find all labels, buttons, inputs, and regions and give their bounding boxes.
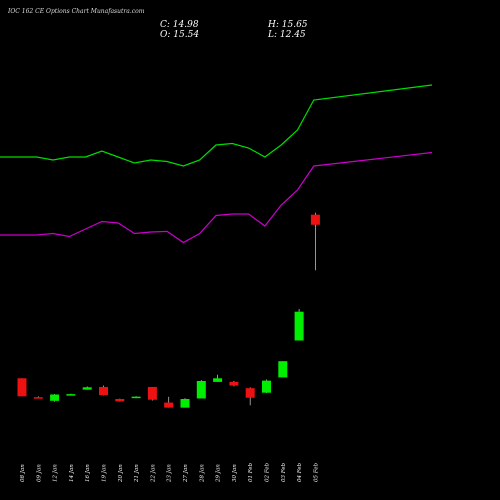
- candle-body: [213, 378, 223, 382]
- low-readout: L: 12.45: [268, 30, 306, 40]
- candle-body: [147, 386, 157, 400]
- x-axis-ticks: 08 Jan 09 Jan 12 Jan 14 Jan 16 Jan 19 Jan 20 J…: [20, 462, 319, 483]
- candle: [66, 393, 76, 396]
- x-tick-label: 05 Feb: [313, 462, 319, 482]
- candle: [99, 385, 108, 396]
- candle: [50, 393, 60, 402]
- x-tick-label: 02 Feb: [265, 462, 271, 482]
- close-value: 14.98: [172, 20, 199, 30]
- candle: [294, 309, 304, 341]
- high-label: H:: [268, 20, 279, 30]
- x-tick-label: 29 Jan: [216, 464, 222, 483]
- candle-body: [115, 399, 125, 402]
- x-tick-label: 20 Jan: [118, 464, 124, 483]
- x-tick-label: 19 Jan: [102, 464, 108, 482]
- candle-body: [196, 381, 206, 399]
- x-tick-label: 01 Feb: [248, 462, 254, 482]
- candle-body: [17, 378, 27, 397]
- candle: [115, 398, 125, 402]
- candle-body: [99, 386, 108, 396]
- candle-body: [229, 381, 239, 386]
- candle-body: [278, 361, 288, 378]
- close-readout: C: 14.98: [160, 20, 199, 30]
- x-tick-label: 30 Jan: [232, 464, 238, 482]
- x-tick-label: 22 Jan: [150, 464, 156, 483]
- candle-body: [50, 394, 60, 401]
- x-tick-label: 28 Jan: [199, 464, 205, 483]
- x-tick-label: 14 Jan: [69, 464, 75, 482]
- candle: [278, 361, 288, 378]
- candle: [180, 398, 190, 408]
- candle: [131, 396, 141, 399]
- candle-body: [82, 387, 92, 390]
- x-tick-label: 08 Jan: [20, 464, 26, 482]
- candle: [229, 381, 239, 387]
- chart-title: IOC 162 CE Options Chart Munafasutra.com: [8, 8, 145, 15]
- candle: [310, 212, 320, 271]
- high-readout: H: 15.65: [268, 20, 308, 30]
- candle: [147, 386, 157, 401]
- candle-body: [294, 311, 304, 341]
- x-tick-label: 16 Jan: [85, 464, 91, 482]
- open-value: 15.54: [173, 30, 200, 40]
- candle-body: [262, 380, 271, 393]
- candle: [213, 374, 223, 382]
- overlay-lines: [0, 84, 433, 244]
- x-tick-label: 03 Feb: [281, 462, 287, 482]
- candle: [196, 380, 206, 399]
- candle-body: [245, 388, 255, 398]
- x-tick-label: 27 Jan: [183, 464, 189, 483]
- candle: [17, 378, 27, 397]
- candle-body: [310, 214, 320, 225]
- x-tick-label: 23 Jan: [167, 464, 173, 483]
- candle-body: [164, 402, 174, 408]
- candle-body: [33, 397, 43, 399]
- candle: [33, 396, 43, 399]
- candle: [245, 387, 255, 406]
- open-readout: O: 15.54: [160, 30, 199, 40]
- x-tick-label: 09 Jan: [36, 464, 42, 482]
- x-tick-label: 12 Jan: [53, 464, 59, 482]
- low-label: L:: [268, 30, 278, 40]
- overlay-line-2: [0, 151, 433, 244]
- close-label: C:: [160, 20, 170, 30]
- candle: [164, 396, 174, 408]
- x-tick-label: 21 Jan: [134, 464, 140, 483]
- candle-body: [66, 394, 76, 396]
- x-tick-label: 04 Feb: [297, 462, 303, 482]
- candle: [82, 386, 92, 390]
- overlay-line-1: [0, 84, 433, 167]
- candles: [17, 212, 320, 408]
- low-value: 12.45: [279, 30, 306, 40]
- candle-body: [180, 399, 190, 408]
- candle-body: [131, 396, 141, 399]
- candle: [262, 379, 271, 394]
- open-label: O:: [160, 30, 171, 40]
- high-value: 15.65: [281, 20, 308, 30]
